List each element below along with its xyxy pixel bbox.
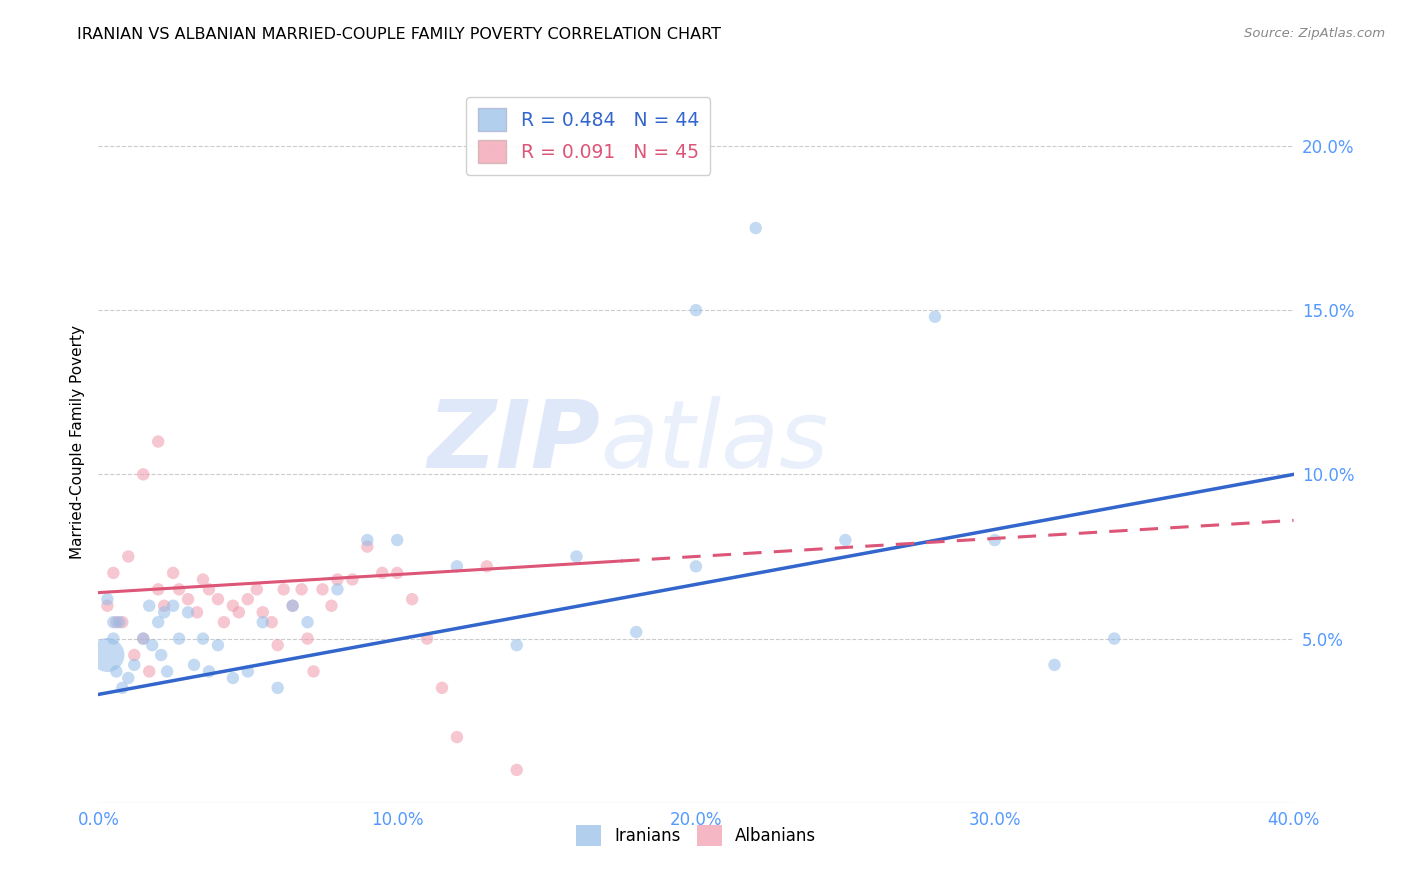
Point (260, 615, 283, 630)
Point (326, 573, 349, 587)
Point (222, 671, 245, 685)
Point (198, 582, 221, 597)
Point (96, 599, 118, 613)
Point (105, 665, 128, 679)
Point (356, 533, 378, 547)
Point (302, 665, 325, 679)
Point (183, 657, 205, 672)
Point (385, 533, 409, 547)
Point (111, 615, 134, 630)
Point (153, 605, 176, 619)
Text: Source: ZipAtlas.com: Source: ZipAtlas.com (1244, 27, 1385, 40)
Point (150, 648, 173, 662)
Point (252, 605, 274, 619)
Point (138, 665, 160, 679)
Point (446, 559, 468, 574)
Point (1043, 657, 1066, 672)
Point (124, 657, 146, 672)
Point (177, 605, 200, 619)
Point (267, 638, 290, 652)
Point (132, 632, 155, 646)
Point (984, 533, 1007, 547)
Point (103, 615, 125, 630)
Point (236, 665, 259, 679)
Point (297, 632, 319, 646)
Text: atlas: atlas (600, 396, 828, 487)
Point (141, 638, 163, 652)
Point (291, 582, 314, 597)
Point (342, 573, 364, 587)
Text: IRANIAN VS ALBANIAN MARRIED-COUPLE FAMILY POVERTY CORRELATION CHART: IRANIAN VS ALBANIAN MARRIED-COUPLE FAMIL… (77, 27, 721, 42)
Point (281, 599, 304, 613)
Point (132, 467, 155, 482)
Point (207, 592, 229, 607)
Point (326, 582, 349, 597)
Legend: Iranians, Albanians: Iranians, Albanians (569, 819, 823, 852)
Point (267, 681, 290, 695)
Point (148, 434, 170, 449)
Point (96, 648, 118, 662)
Point (246, 582, 269, 597)
Point (401, 592, 423, 607)
Point (685, 303, 707, 318)
Point (1104, 632, 1126, 646)
Point (191, 632, 214, 646)
Point (385, 566, 409, 580)
Point (228, 605, 250, 619)
Point (148, 582, 170, 597)
Point (446, 730, 468, 744)
Point (371, 566, 394, 580)
Point (153, 599, 176, 613)
Point (745, 221, 768, 235)
Point (177, 592, 200, 607)
Point (475, 559, 498, 574)
Point (186, 605, 208, 619)
Point (167, 632, 190, 646)
Point (626, 625, 648, 640)
Point (506, 763, 529, 777)
Point (236, 592, 259, 607)
Point (167, 582, 190, 597)
Text: ZIP: ZIP (427, 395, 600, 488)
Point (273, 582, 295, 597)
Point (162, 566, 184, 580)
Point (132, 632, 155, 646)
Point (430, 681, 453, 695)
Point (96, 592, 118, 607)
Point (212, 615, 235, 630)
Point (924, 310, 946, 324)
Point (281, 599, 304, 613)
Point (311, 582, 333, 597)
Point (297, 615, 319, 630)
Point (138, 599, 160, 613)
Point (124, 648, 146, 662)
Point (685, 559, 707, 574)
Point (111, 681, 134, 695)
Point (834, 533, 856, 547)
Point (222, 599, 245, 613)
Point (198, 665, 221, 679)
Point (156, 665, 179, 679)
Point (321, 599, 343, 613)
Point (356, 540, 378, 554)
Point (207, 638, 229, 652)
Point (416, 632, 439, 646)
Point (103, 566, 125, 580)
Point (506, 638, 529, 652)
Point (105, 615, 128, 630)
Y-axis label: Married-Couple Family Poverty: Married-Couple Family Poverty (69, 325, 84, 558)
Point (117, 671, 139, 685)
Point (162, 599, 184, 613)
Point (565, 549, 588, 564)
Point (191, 573, 214, 587)
Point (252, 615, 274, 630)
Point (108, 615, 131, 630)
Point (148, 615, 170, 630)
Point (117, 549, 139, 564)
Point (103, 632, 125, 646)
